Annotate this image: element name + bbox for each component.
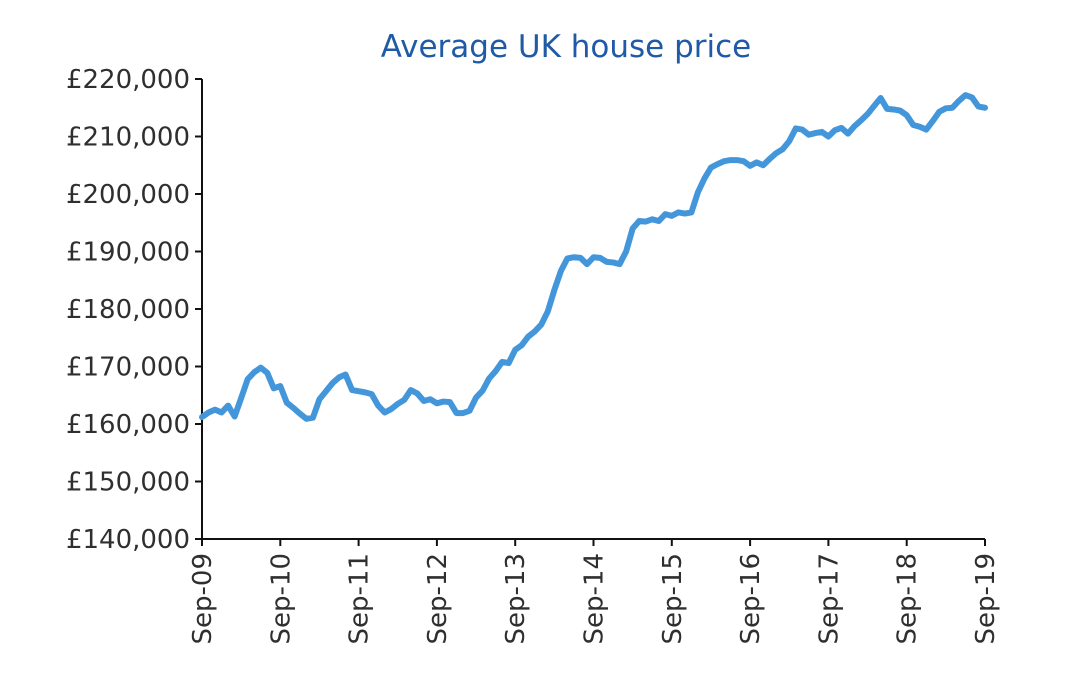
x-tick-label: Sep-14 (580, 553, 610, 644)
y-axis: £140,000 £150,000 £160,000 £170,000 £180,000… (66, 65, 203, 555)
x-tick-label: Sep-10 (266, 553, 296, 644)
plot-area (199, 92, 988, 422)
x-tick-label: Sep-09 (188, 553, 218, 644)
series-line-house-price (199, 92, 988, 422)
x-tick-label: Sep-15 (658, 553, 688, 644)
y-tick-label: £200,000 (66, 180, 190, 210)
x-tick-label: Sep-18 (893, 553, 923, 644)
x-tick-label: Sep-16 (736, 553, 766, 644)
x-tick-label: Sep-17 (814, 553, 844, 644)
y-tick-label: £160,000 (66, 410, 190, 440)
y-tick-label: £220,000 (66, 65, 190, 95)
x-tick-label: Sep-12 (423, 553, 453, 644)
y-tick-label: £210,000 (66, 123, 190, 153)
y-tick-label: £140,000 (66, 525, 190, 555)
x-tick-label: Sep-19 (971, 553, 1001, 644)
x-tick-label: Sep-13 (501, 553, 531, 644)
chart-title: Average UK house price (381, 29, 752, 65)
y-tick-label: £190,000 (66, 238, 190, 268)
x-tick-label: Sep-11 (345, 553, 375, 644)
y-tick-label: £150,000 (66, 468, 190, 498)
x-axis: Sep-09 Sep-10 Sep-11 Sep-12 Sep-13 Sep-14 Sep-… (188, 538, 1001, 644)
y-tick-label: £180,000 (66, 295, 190, 325)
y-tick-label: £170,000 (66, 353, 190, 383)
